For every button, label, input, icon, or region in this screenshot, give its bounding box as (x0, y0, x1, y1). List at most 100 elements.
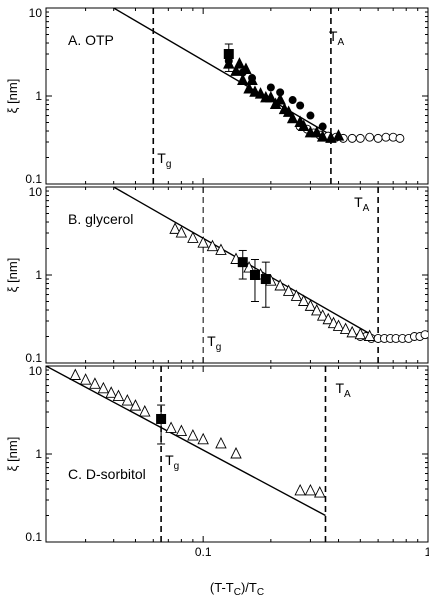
data-point-triangle (314, 486, 326, 498)
data-point-triangle (243, 82, 255, 94)
data-point-triangle (169, 222, 181, 234)
x-axis-label: (T-TC)/TC (210, 580, 264, 598)
data-point-circle (288, 96, 297, 105)
y-axis-label: ξ [nm] (5, 437, 20, 472)
data-point-triangle (311, 303, 323, 316)
data-point-triangle (294, 483, 306, 496)
data-point-circle-open (395, 133, 405, 143)
data-point-triangle (311, 125, 323, 138)
data-point-triangle (246, 73, 258, 85)
panel-label: A. OTP (68, 32, 114, 48)
data-point-triangle (297, 119, 310, 131)
tg-label: Tg (157, 150, 171, 170)
data-point-triangle (286, 111, 299, 124)
data-layer (46, 366, 326, 517)
data-point-triangle (290, 289, 303, 301)
tg-label: Tg (207, 333, 221, 353)
data-point-circle (306, 111, 315, 120)
data-point-circle (318, 122, 327, 131)
data-point-triangle (105, 386, 117, 398)
data-point-triangle (187, 231, 199, 243)
data-point-triangle (197, 432, 209, 445)
data-point-triangle (332, 319, 345, 331)
tg-label: Tg (165, 452, 179, 472)
data-point-triangle (97, 381, 110, 394)
data-point-triangle (121, 394, 134, 406)
data-point-circle-open (373, 133, 383, 143)
data-point-triangle (215, 243, 227, 255)
data-point-square (249, 270, 260, 280)
data-point-triangle (274, 93, 286, 105)
data-point-circle-open (355, 133, 365, 143)
data-point-triangle (197, 236, 209, 248)
data-layer (113, 187, 428, 343)
panel-label: B. glycerol (68, 211, 133, 227)
data-layer (113, 8, 405, 143)
data-point-triangle (175, 424, 188, 436)
y-tick-label: 10 (29, 6, 43, 20)
x-tick-label: 0.1 (195, 545, 212, 559)
data-point-circle-open (347, 133, 357, 143)
y-tick-label: 10 (29, 364, 43, 378)
data-point-triangle (112, 389, 125, 401)
ta-label: TA (335, 380, 351, 400)
data-point-triangle (129, 399, 142, 411)
data-point-triangle (297, 294, 310, 306)
y-tick-label: 1 (35, 447, 42, 461)
y-tick-label: 0.1 (25, 172, 42, 186)
y-tick-label: 1 (35, 268, 42, 282)
y-axis-label: ξ [nm] (5, 79, 20, 114)
fit-line (113, 8, 339, 141)
data-point-triangle (332, 129, 345, 141)
data-point-triangle (316, 309, 329, 321)
data-point-circle (266, 83, 275, 92)
data-point-triangle (165, 421, 177, 433)
data-point-triangle (187, 429, 199, 441)
data-point-square (260, 274, 271, 285)
data-point-triangle (282, 105, 295, 117)
data-point-circle (296, 101, 305, 110)
panel-otp: 0.1 1 10 ξ [nm] A. OTP Tg TA (5, 6, 429, 186)
data-point-triangle (230, 64, 242, 76)
data-point-triangle (139, 405, 151, 417)
data-point-triangle (354, 327, 367, 340)
y-tick-label: 0.1 (25, 351, 42, 365)
data-point-circle-open (365, 132, 375, 142)
data-point-triangle (282, 284, 295, 296)
data-point-triangle (339, 322, 352, 334)
data-point-square (156, 413, 167, 424)
ta-label: TA (329, 28, 345, 48)
data-point-triangle (316, 130, 329, 142)
data-point-triangle (89, 377, 101, 389)
data-point-triangle (175, 226, 188, 238)
data-point-triangle (69, 368, 82, 380)
data-point-triangle (206, 239, 219, 252)
data-point-square (237, 257, 248, 268)
panel-glycerol: 0.1 1 10 ξ [nm] B. glycerol Tg TA (5, 185, 429, 365)
data-point-triangle (363, 329, 376, 341)
data-point-circle-open (420, 330, 428, 340)
panel-label: C. D-sorbitol (68, 466, 146, 482)
data-point-triangle (237, 73, 249, 85)
y-tick-label: 10 (29, 185, 43, 199)
y-tick-label: 0.1 (25, 530, 42, 544)
data-point-triangle (233, 57, 246, 69)
data-point-triangle (346, 325, 358, 338)
data-point-triangle (322, 312, 334, 325)
data-point-triangle (274, 278, 286, 291)
panel-sorbitol: 0.1 1 10 0.1 1 ξ [nm] C. D-sorbitol Tg TA (5, 364, 429, 559)
data-point-triangle (304, 483, 317, 496)
data-point-circle (276, 88, 285, 97)
fit-line (46, 366, 326, 517)
data-point-square (223, 49, 234, 60)
data-point-triangle (230, 446, 242, 459)
ta-label: TA (354, 194, 370, 214)
y-tick-label: 1 (35, 89, 42, 103)
data-point-triangle (254, 87, 267, 99)
y-axis-label: ξ [nm] (5, 258, 20, 293)
data-point-triangle (79, 373, 92, 385)
data-point-triangle (215, 436, 227, 449)
data-point-triangle (265, 90, 277, 103)
data-point-triangle (240, 62, 252, 74)
